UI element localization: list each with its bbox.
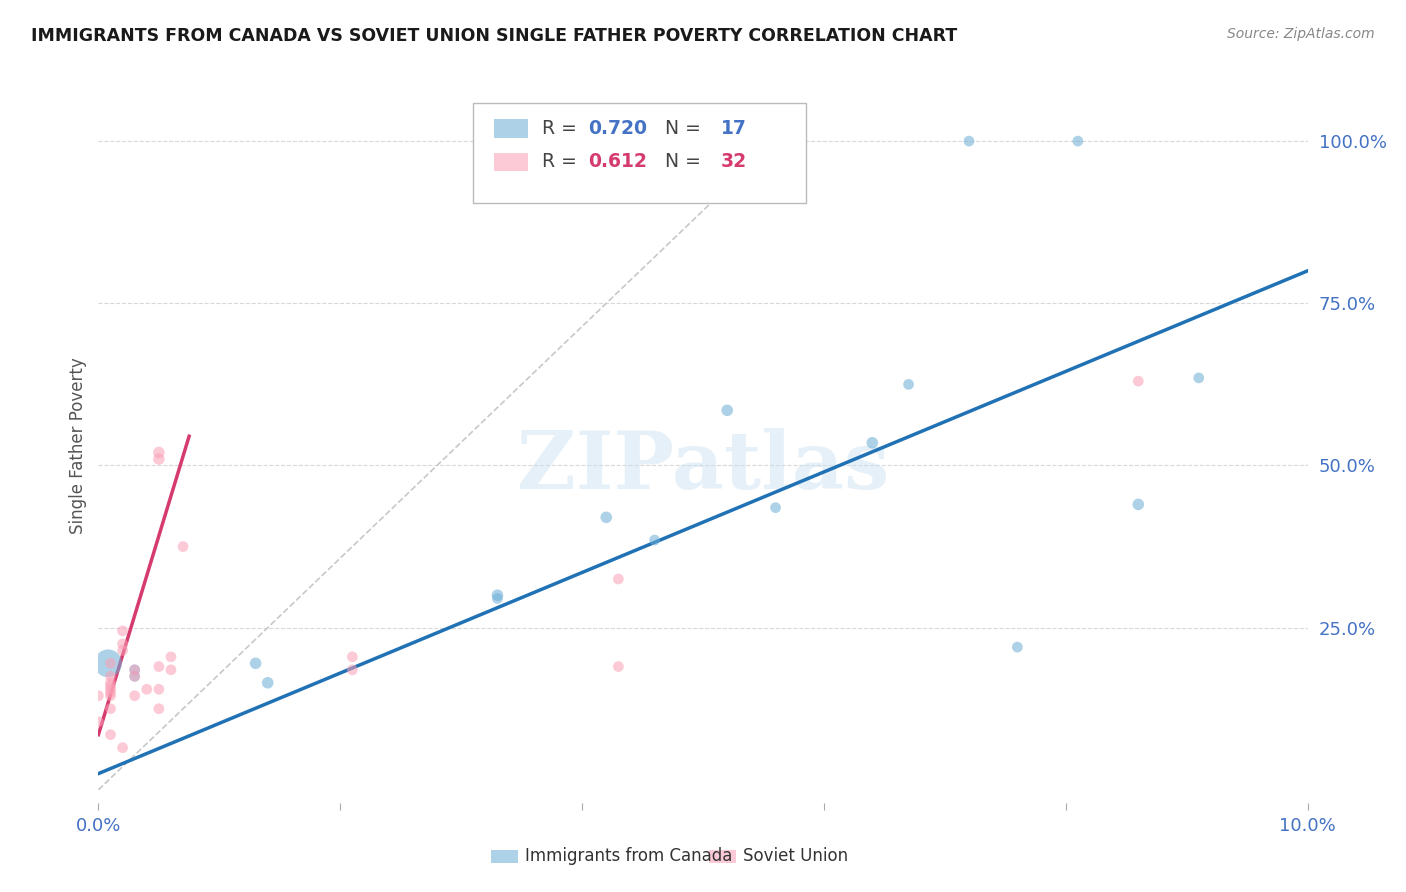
Point (100, 728, 122, 742)
Point (100, 657, 122, 671)
Point (148, 659, 170, 673)
Point (111, 637, 134, 651)
Point (172, 540, 194, 554)
Text: R =: R = (543, 153, 583, 171)
Point (100, 682, 122, 697)
Point (256, 675, 278, 690)
Point (124, 689, 146, 703)
Text: Immigrants from Canada: Immigrants from Canada (526, 847, 733, 865)
Text: 32: 32 (721, 153, 747, 171)
Point (100, 669, 122, 683)
Point (100, 685, 122, 699)
Text: 0.720: 0.720 (588, 119, 647, 138)
Text: Soviet Union: Soviet Union (742, 847, 848, 865)
Point (1067, 134, 1090, 148)
FancyBboxPatch shape (492, 850, 517, 863)
Point (607, 572, 630, 586)
Point (486, 591, 509, 606)
FancyBboxPatch shape (709, 850, 735, 863)
Point (148, 445, 170, 459)
Point (100, 679, 122, 693)
Point (100, 689, 122, 703)
Point (100, 702, 122, 716)
Text: N =: N = (654, 153, 707, 171)
Point (100, 675, 122, 690)
Point (897, 377, 920, 392)
Point (148, 682, 170, 697)
Point (1188, 371, 1211, 385)
Point (135, 682, 157, 697)
Point (1128, 374, 1150, 388)
FancyBboxPatch shape (494, 120, 527, 137)
Text: Source: ZipAtlas.com: Source: ZipAtlas.com (1227, 27, 1375, 41)
Point (957, 134, 980, 148)
Text: R =: R = (543, 119, 583, 138)
Point (148, 452, 170, 467)
Point (124, 669, 146, 683)
Point (124, 669, 146, 683)
Point (644, 533, 666, 547)
Y-axis label: Single Father Poverty: Single Father Poverty (69, 358, 87, 534)
Point (97, 657, 120, 671)
Point (342, 663, 364, 677)
Point (1128, 497, 1150, 511)
Text: ZIPatlas: ZIPatlas (517, 428, 889, 507)
Point (148, 702, 170, 716)
Point (765, 500, 787, 515)
Point (111, 740, 134, 755)
Point (111, 643, 134, 657)
Point (716, 403, 738, 417)
Point (111, 624, 134, 638)
Point (245, 657, 267, 671)
Text: IMMIGRANTS FROM CANADA VS SOVIET UNION SINGLE FATHER POVERTY CORRELATION CHART: IMMIGRANTS FROM CANADA VS SOVIET UNION S… (31, 27, 957, 45)
Point (124, 663, 146, 677)
FancyBboxPatch shape (474, 103, 806, 203)
Text: 0.612: 0.612 (588, 153, 647, 171)
Point (595, 510, 617, 524)
Point (160, 663, 183, 677)
Point (87, 714, 110, 729)
Point (160, 649, 183, 664)
Point (342, 649, 364, 664)
Text: N =: N = (654, 119, 707, 138)
Text: 17: 17 (721, 119, 747, 138)
Point (607, 659, 630, 673)
Point (1007, 640, 1029, 654)
Point (87, 689, 110, 703)
Point (860, 435, 883, 450)
Point (124, 663, 146, 677)
Point (486, 588, 509, 602)
FancyBboxPatch shape (494, 153, 527, 171)
